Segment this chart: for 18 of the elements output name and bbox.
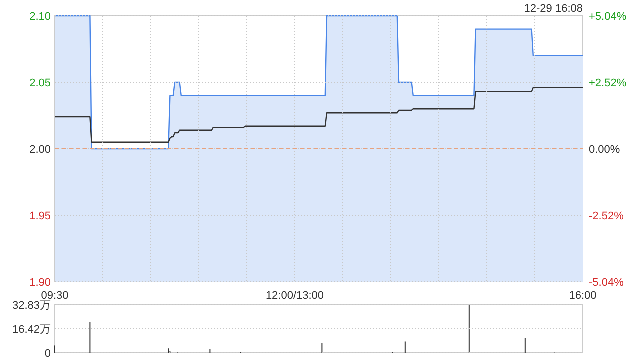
line-series bbox=[54, 87, 584, 143]
y-tick-label: 2.00 bbox=[30, 144, 51, 156]
y-tick-label: 1.95 bbox=[30, 210, 51, 222]
y2-tick-label: +2.52% bbox=[589, 78, 627, 90]
chart-subtitle: 12-29 16:08 bbox=[524, 3, 583, 15]
y2-tick-label: 0.00% bbox=[589, 144, 620, 156]
y2-tick-label: -2.52% bbox=[589, 210, 624, 222]
y-tick-label: 2.05 bbox=[30, 78, 51, 90]
y-tick-label: 0 bbox=[44, 348, 51, 360]
x-tick-label: 09:30 bbox=[41, 290, 69, 302]
y2-tick-label: +5.04% bbox=[589, 11, 627, 23]
x-tick-label: 16:00 bbox=[569, 290, 597, 302]
y-tick-label: 1.90 bbox=[30, 277, 51, 289]
y-tick-label: 2.10 bbox=[30, 11, 51, 23]
y2-tick-label: -5.04% bbox=[589, 277, 624, 289]
x-tick-label: 12:00/13:00 bbox=[266, 290, 324, 302]
y-tick-label: 16.42万 bbox=[12, 324, 51, 336]
y-tick-label: 32.83万 bbox=[12, 300, 51, 312]
